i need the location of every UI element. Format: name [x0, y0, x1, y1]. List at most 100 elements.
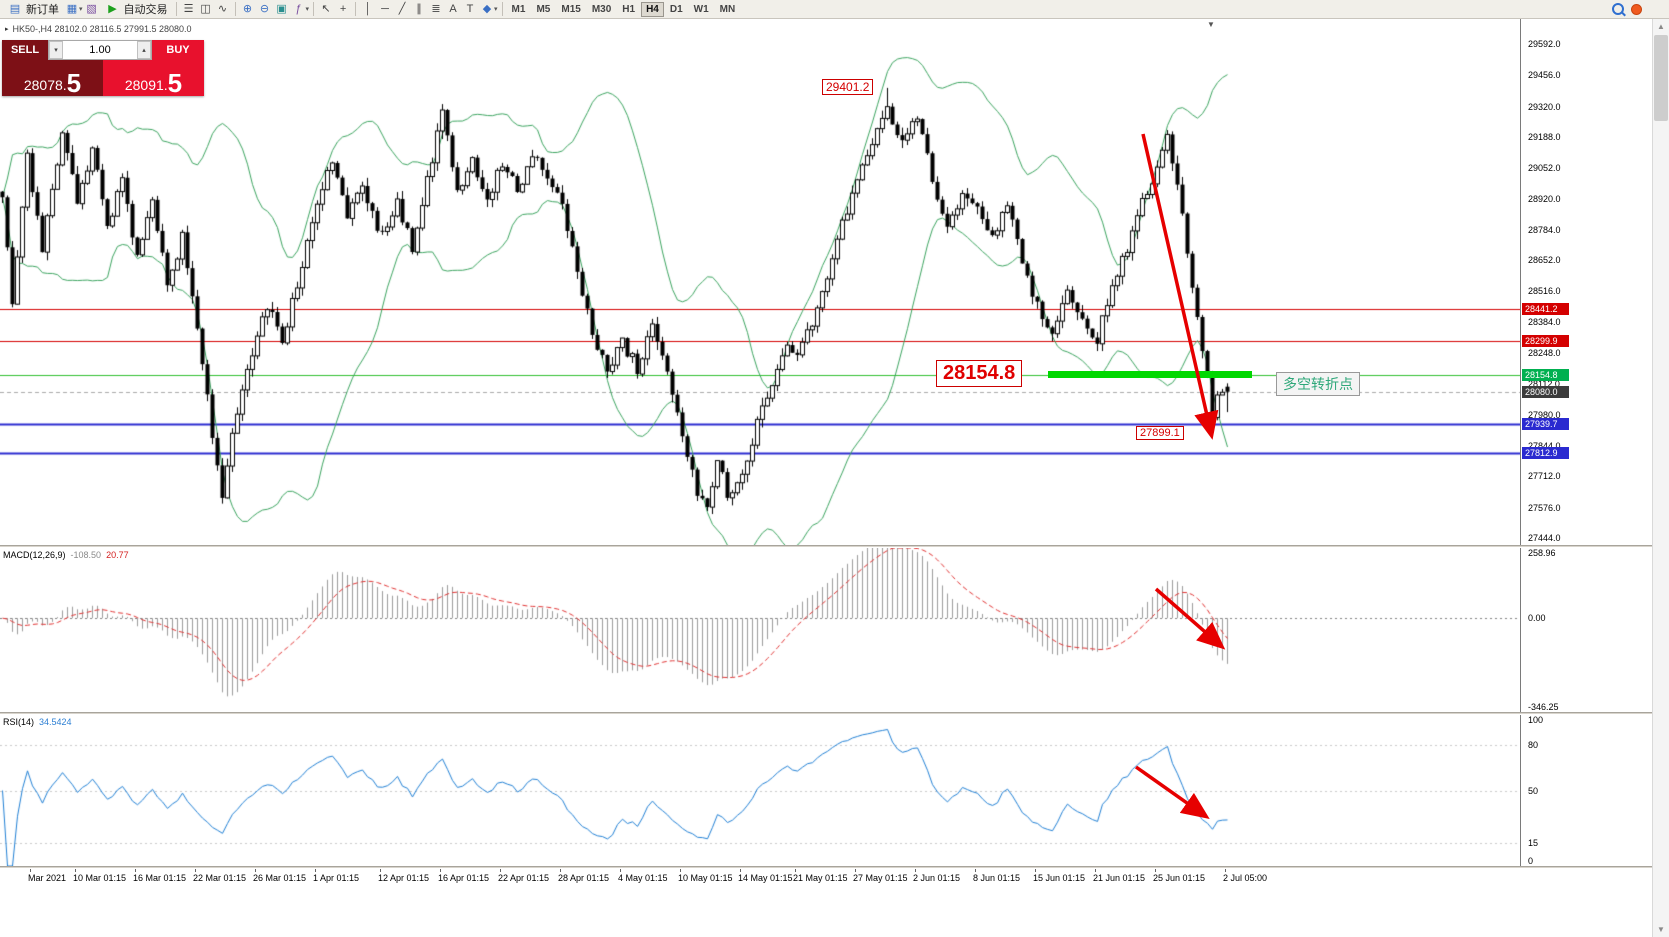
- channel-tool-icon[interactable]: ∥: [416, 2, 422, 15]
- rsi-axis-label: 15: [1528, 838, 1539, 849]
- time-tick: [740, 869, 741, 872]
- vertical-line-tool-icon[interactable]: │: [364, 2, 372, 15]
- timeframe-button-m15[interactable]: M15: [561, 3, 581, 15]
- timeframe-button-h4[interactable]: H4: [641, 1, 664, 17]
- time-label: 21 May 01:15: [793, 873, 848, 883]
- timeframe-button-h1[interactable]: H1: [622, 3, 636, 15]
- text-tool-icon[interactable]: A: [449, 2, 457, 15]
- vertical-scrollbar[interactable]: ▲ ▼: [1652, 19, 1669, 937]
- time-label: 21 Jun 01:15: [1093, 873, 1146, 883]
- time-tick: [255, 869, 256, 872]
- rsi-indicator-canvas[interactable]: [0, 715, 1520, 866]
- indicators-dropdown-icon[interactable]: ▾: [305, 6, 310, 13]
- search-icon[interactable]: [1612, 3, 1624, 15]
- support-zone-highlight[interactable]: [1048, 371, 1252, 379]
- sell-button[interactable]: SELL: [2, 40, 48, 60]
- price-tag: 27939.7: [1522, 417, 1569, 430]
- time-label: 15 Jun 01:15: [1033, 873, 1086, 883]
- volume-decrease-button[interactable]: ▾: [49, 41, 63, 59]
- buy-price[interactable]: 28091. 5: [103, 60, 204, 96]
- cursor-icon[interactable]: ↖: [321, 2, 331, 15]
- autotrading-label: 自动交易: [123, 4, 168, 16]
- volume-increase-button[interactable]: ▴: [137, 41, 151, 59]
- arrows-dropdown-icon[interactable]: ▾: [494, 6, 498, 13]
- time-label: 16 Apr 01:15: [438, 873, 490, 883]
- bar-chart-icon[interactable]: ☰: [183, 2, 194, 15]
- macd-indicator-canvas[interactable]: [0, 548, 1520, 712]
- rsi-header: RSI(14) 34.5424: [3, 717, 72, 727]
- price-tick-label: 29188.0: [1528, 131, 1561, 142]
- toolbar-separator: [501, 2, 503, 16]
- timeframe-button-d1[interactable]: D1: [669, 3, 683, 15]
- time-label: 25 Jun 01:15: [1153, 873, 1206, 883]
- timeframe-button-m5[interactable]: M5: [536, 3, 551, 15]
- volume-input[interactable]: [63, 41, 137, 59]
- time-tick: [915, 869, 916, 872]
- time-tick: [30, 869, 31, 872]
- time-label: Mar 2021: [28, 873, 67, 883]
- timeframe-button-mn[interactable]: MN: [719, 3, 736, 15]
- chart-expand-icon[interactable]: ▸: [5, 26, 9, 33]
- time-label: 28 Apr 01:15: [558, 873, 610, 883]
- buy-price-main: 28091: [124, 76, 164, 93]
- buy-button[interactable]: BUY: [152, 40, 204, 60]
- horizontal-line-tool-icon[interactable]: ─: [381, 2, 389, 15]
- time-label: 10 Mar 01:15: [73, 873, 127, 883]
- zoom-out-icon[interactable]: ⊖: [259, 2, 270, 15]
- crosshair-icon[interactable]: +: [339, 2, 347, 15]
- time-tick: [440, 869, 441, 872]
- label-tool-icon[interactable]: T: [466, 2, 474, 15]
- arrows-tool-icon[interactable]: ◆: [482, 2, 492, 15]
- symbol-ohlc-text: HK50-,H4 28102.0 28116.5 27991.5 28080.0: [12, 24, 192, 34]
- trendline-tool-icon[interactable]: ╱: [398, 2, 406, 15]
- chart-shift-marker[interactable]: ▼: [1207, 20, 1215, 29]
- indicators-icon[interactable]: ƒ: [295, 2, 302, 15]
- notification-dot-icon[interactable]: [1631, 3, 1642, 15]
- timeframe-button-m30[interactable]: M30: [591, 3, 612, 15]
- main-chart-canvas[interactable]: [0, 19, 1520, 545]
- one-click-trading-panel: SELL ▾ ▴ BUY 28078.5 28091.5: [2, 40, 204, 96]
- panel-separator-rsi-time[interactable]: [0, 866, 1669, 869]
- timeframe-button-w1[interactable]: W1: [693, 3, 709, 15]
- turning-point-note[interactable]: 多空转折点: [1276, 372, 1360, 396]
- time-label: 2 Jul 05:00: [1223, 873, 1268, 883]
- time-tick: [795, 869, 796, 872]
- zoom-in-icon[interactable]: ⊕: [242, 2, 253, 15]
- price-tag: 28299.9: [1522, 335, 1569, 348]
- tile-windows-icon[interactable]: ▣: [276, 2, 287, 15]
- new-chart-dropdown-icon[interactable]: ▾: [79, 6, 83, 13]
- time-tick: [380, 869, 381, 872]
- new-order-button[interactable]: ▤ 新订单: [3, 1, 63, 18]
- peak-price-annotation[interactable]: 29401.2: [822, 79, 874, 95]
- price-tag: 28154.8: [1522, 368, 1569, 381]
- scrollbar-thumb[interactable]: [1654, 35, 1668, 121]
- time-tick: [1095, 869, 1096, 872]
- time-label: 12 Apr 01:15: [378, 873, 430, 883]
- new-chart-icon[interactable]: ▦: [66, 2, 78, 15]
- candlestick-chart-icon[interactable]: ◫: [200, 2, 211, 15]
- autotrading-button[interactable]: ▶ 自动交易: [101, 1, 172, 18]
- rsi-axis-label: 80: [1528, 740, 1539, 751]
- scroll-up-icon[interactable]: ▲: [1657, 22, 1665, 31]
- price-tick-label: 28384.0: [1528, 316, 1561, 327]
- line-chart-icon[interactable]: ∿: [217, 2, 228, 15]
- price-axis[interactable]: 29592.0 29456.0 29320.0 29188.0 29052.0 28920…: [1520, 19, 1652, 869]
- panel-separator-main-macd[interactable]: [0, 545, 1669, 548]
- recent-low-annotation[interactable]: 27899.1: [1136, 426, 1184, 440]
- time-label: 14 May 01:15: [738, 873, 793, 883]
- profiles-icon[interactable]: ▧: [86, 2, 97, 15]
- price-tag: 28441.2: [1522, 302, 1569, 315]
- time-tick: [75, 869, 76, 872]
- sell-price-main: 28078: [23, 76, 63, 93]
- scroll-down-icon[interactable]: ▼: [1657, 925, 1665, 934]
- fibonacci-tool-icon[interactable]: ≣: [431, 2, 441, 15]
- timeframe-button-m1[interactable]: M1: [511, 3, 526, 15]
- new-order-label: 新订单: [26, 4, 59, 16]
- time-tick: [680, 869, 681, 872]
- rsi-axis-label: 0: [1528, 856, 1534, 866]
- time-tick: [620, 869, 621, 872]
- panel-separator-macd-rsi[interactable]: [0, 712, 1669, 715]
- time-axis[interactable]: Mar 2021 10 Mar 01:15 16 Mar 01:15 22 Mar 0…: [0, 869, 1669, 937]
- sell-price[interactable]: 28078. 5: [2, 60, 103, 96]
- key-level-annotation[interactable]: 28154.8: [936, 360, 1023, 387]
